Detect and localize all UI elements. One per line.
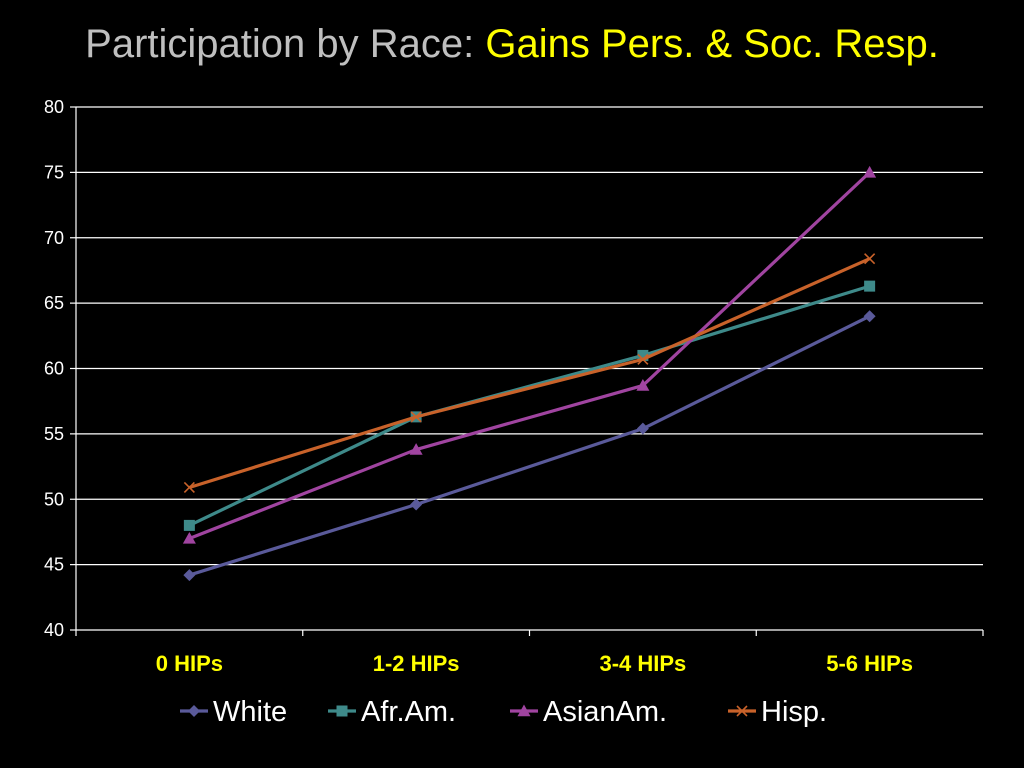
data-point xyxy=(637,353,649,365)
data-point xyxy=(183,481,195,494)
series-white xyxy=(183,310,876,582)
data-point xyxy=(410,411,422,423)
x-marker-stroke xyxy=(410,411,422,423)
y-tick-label: 60 xyxy=(44,359,64,379)
series-line xyxy=(188,284,871,527)
data-point xyxy=(182,531,196,544)
title-accent: Gains Pers. & Soc. Resp. xyxy=(485,22,939,66)
data-point xyxy=(183,519,195,531)
series-asianam xyxy=(182,165,877,544)
legend-item: Afr.Am. xyxy=(328,696,456,728)
series-line xyxy=(188,314,871,577)
y-tick-label: 80 xyxy=(44,97,64,117)
data-point xyxy=(410,498,423,511)
data-point xyxy=(863,165,877,178)
legend-marker xyxy=(336,705,348,717)
series-hisp xyxy=(183,253,876,494)
x-tick-label: 3-4 HIPs xyxy=(599,651,686,676)
data-point xyxy=(637,349,649,361)
legend-marker xyxy=(736,705,748,717)
y-tick-label: 45 xyxy=(44,555,64,575)
y-tick-label: 65 xyxy=(44,293,64,313)
title-main: Participation by Race: xyxy=(85,22,486,66)
legend-label: Afr.Am. xyxy=(361,696,456,728)
legend-marker xyxy=(517,704,531,717)
data-point xyxy=(863,310,876,323)
series-line xyxy=(188,257,871,490)
y-tick-label: 40 xyxy=(44,620,64,640)
data-point xyxy=(183,569,196,582)
data-point xyxy=(409,443,423,455)
y-tick-label: 50 xyxy=(44,489,64,509)
x-tick-label: 5-6 HIPs xyxy=(826,651,913,676)
legend-item: AsianAm. xyxy=(510,696,667,728)
legend-item: White xyxy=(180,696,287,728)
legend-item: Hisp. xyxy=(728,696,827,728)
series-line xyxy=(188,171,871,540)
legend: White Afr.Am. AsianAm. Hisp. xyxy=(180,696,827,728)
y-tick-label: 55 xyxy=(44,424,64,444)
x-marker-stroke xyxy=(864,253,876,265)
slide-title: Participation by Race: Gains Pers. & Soc… xyxy=(0,18,1024,70)
data-point xyxy=(864,253,876,265)
gridlines xyxy=(76,106,983,566)
x-tick-label: 0 HIPs xyxy=(156,651,223,676)
legend-label: Hisp. xyxy=(761,696,827,728)
x-marker-stroke xyxy=(637,353,649,365)
data-point xyxy=(636,422,649,435)
legend-label: AsianAm. xyxy=(543,696,667,728)
x-marker-stroke xyxy=(736,705,748,717)
x-tick-label: 1-2 HIPs xyxy=(373,651,460,676)
y-tick-label: 75 xyxy=(44,162,64,182)
x-marker-stroke xyxy=(183,481,195,494)
data-point xyxy=(636,378,650,391)
y-tick-label: 70 xyxy=(44,228,64,248)
legend-marker xyxy=(188,705,200,717)
series-afr-am xyxy=(183,280,876,531)
series-group xyxy=(182,165,877,582)
x-axis-ticks: 0 HIPs 1-2 HIPs 3-4 HIPs 5-6 HIPs xyxy=(75,630,984,676)
data-point xyxy=(864,280,876,292)
legend-label: White xyxy=(213,696,287,728)
y-axis-ticks: 40 45 50 55 60 65 70 75 80 xyxy=(44,97,76,640)
